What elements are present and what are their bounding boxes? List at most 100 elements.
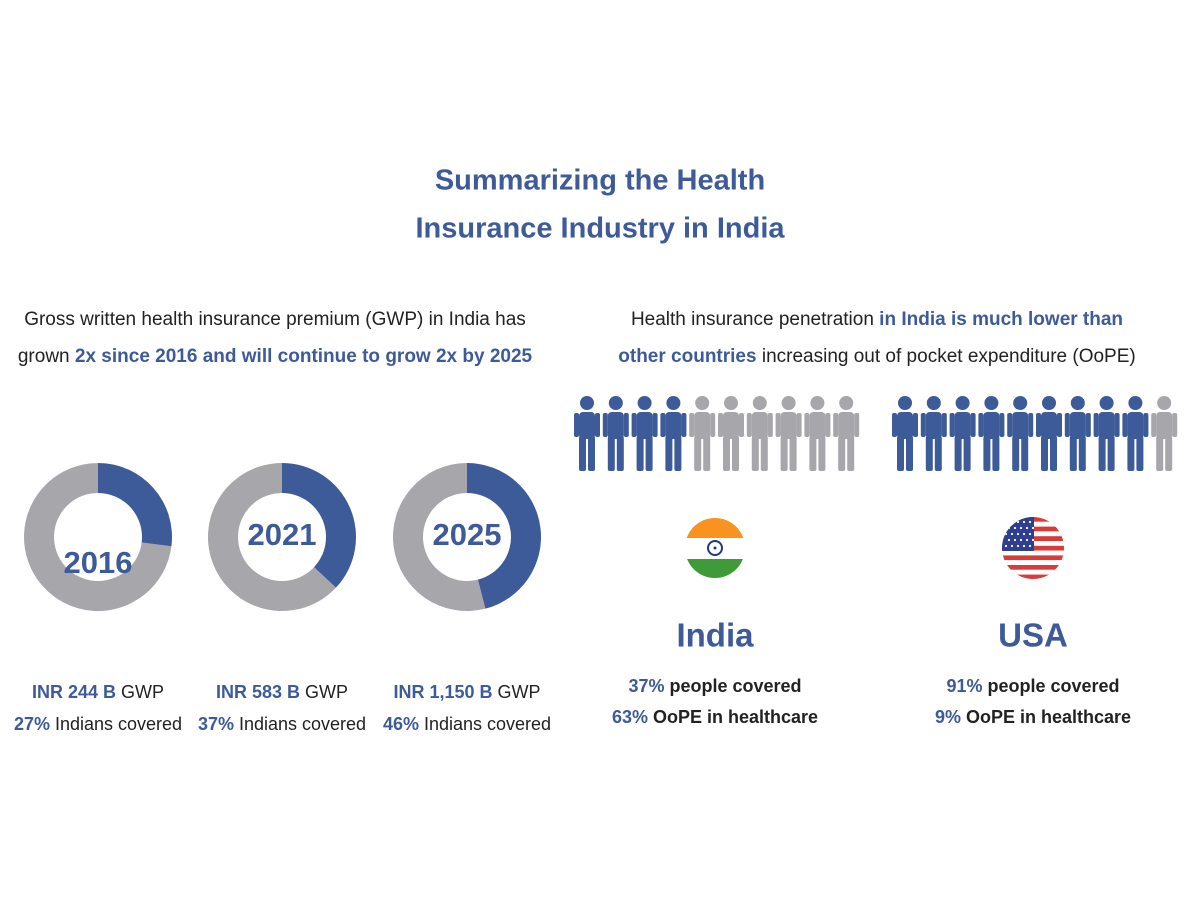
stat-text: people covered — [664, 676, 801, 696]
person-leg — [645, 436, 653, 471]
description-text: increasing out of pocket expenditure (Oo… — [757, 346, 1136, 367]
person-icon — [631, 396, 658, 471]
person-arm — [623, 413, 629, 437]
person-leg — [1041, 436, 1048, 471]
person-leg — [579, 436, 586, 471]
person-arm — [1143, 413, 1149, 437]
person-leg — [954, 436, 962, 471]
person-arm — [1064, 413, 1070, 437]
person-head — [955, 396, 970, 410]
person-arm — [660, 413, 666, 437]
donut-covered — [282, 463, 356, 588]
person-arm — [978, 413, 984, 437]
person-arm — [652, 413, 658, 437]
person-body — [1156, 412, 1173, 439]
person-icon — [574, 396, 600, 471]
description-text: Health insurance penetration — [631, 309, 879, 330]
person-icon — [1007, 396, 1034, 471]
person-head — [637, 396, 652, 410]
person-icon — [1093, 396, 1120, 471]
person-body — [636, 412, 653, 439]
person-arm — [1093, 413, 1099, 437]
covered-text: Indians covered — [55, 714, 182, 734]
person-body — [1041, 412, 1057, 439]
person-leg — [897, 436, 904, 471]
person-arm — [941, 413, 947, 437]
person-leg — [588, 436, 595, 471]
gwp-value: INR 244 B — [32, 682, 116, 702]
person-leg — [636, 436, 644, 471]
covered-line: 27% Indians covered — [14, 714, 182, 734]
person-body — [925, 412, 942, 439]
person-arm — [1172, 413, 1178, 437]
person-body — [983, 412, 1000, 439]
person-body — [723, 412, 739, 439]
person-leg — [723, 436, 730, 471]
person-arm — [739, 413, 744, 437]
stat-text: OoPE in healthcare — [961, 707, 1131, 727]
person-leg — [809, 436, 817, 471]
person-head — [1013, 396, 1028, 410]
person-leg — [992, 436, 1000, 471]
person-head — [1070, 396, 1085, 410]
person-icon — [718, 396, 744, 471]
stat-value: 9% — [935, 707, 961, 727]
person-body — [1069, 412, 1086, 439]
person-body — [607, 412, 624, 439]
person-leg — [1107, 436, 1115, 471]
gwp-line: INR 583 B GWP — [216, 682, 348, 702]
person-arm — [1085, 413, 1091, 437]
person-icon — [920, 396, 947, 471]
person-body — [579, 412, 595, 439]
person-icon — [602, 396, 629, 471]
person-leg — [847, 436, 855, 471]
country-stat: 37% people covered — [628, 676, 801, 696]
person-leg — [1012, 436, 1020, 471]
covered-value: 37% — [198, 714, 234, 734]
person-arm — [913, 413, 918, 437]
donut-year: 2016 — [64, 545, 133, 580]
person-leg — [674, 436, 682, 471]
person-icon — [804, 396, 831, 471]
donut-remainder — [207, 463, 336, 611]
person-arm — [854, 413, 860, 437]
covered-text: Indians covered — [424, 714, 551, 734]
person-icon — [892, 396, 918, 471]
person-leg — [818, 436, 826, 471]
description-line: other countries increasing out of pocket… — [618, 346, 1135, 367]
person-leg — [1156, 436, 1164, 471]
person-head — [984, 396, 999, 410]
stat-text: people covered — [982, 676, 1119, 696]
person-head — [666, 396, 681, 410]
person-icon — [1122, 396, 1149, 471]
person-arm — [949, 413, 955, 437]
person-arm — [767, 413, 773, 437]
person-arm — [920, 413, 926, 437]
donut-covered — [467, 463, 541, 609]
person-leg — [665, 436, 673, 471]
person-head — [580, 396, 594, 410]
person-arm — [999, 413, 1005, 437]
donut-year: 2025 — [433, 517, 502, 552]
person-head — [781, 396, 796, 410]
person-head — [810, 396, 825, 410]
country-name: USA — [998, 617, 1068, 654]
gwp-value: INR 1,150 B — [393, 682, 492, 702]
covered-text: Indians covered — [239, 714, 366, 734]
usa-flag — [1002, 517, 1064, 579]
person-head — [898, 396, 912, 410]
person-arm — [1028, 413, 1034, 437]
donut-remainder — [392, 463, 486, 611]
person-head — [1099, 396, 1114, 410]
gwp-line: INR 1,150 B GWP — [393, 682, 540, 702]
person-arm — [681, 413, 687, 437]
person-icon — [689, 396, 716, 471]
person-head — [1128, 396, 1143, 410]
person-head — [1157, 396, 1172, 410]
person-arm — [892, 413, 897, 437]
description-text: grown — [18, 346, 75, 367]
person-body — [897, 412, 913, 439]
person-body — [954, 412, 971, 439]
emphasis-text: 2x since 2016 and will continue to grow … — [75, 346, 533, 367]
title: Insurance Industry in India — [415, 213, 785, 245]
